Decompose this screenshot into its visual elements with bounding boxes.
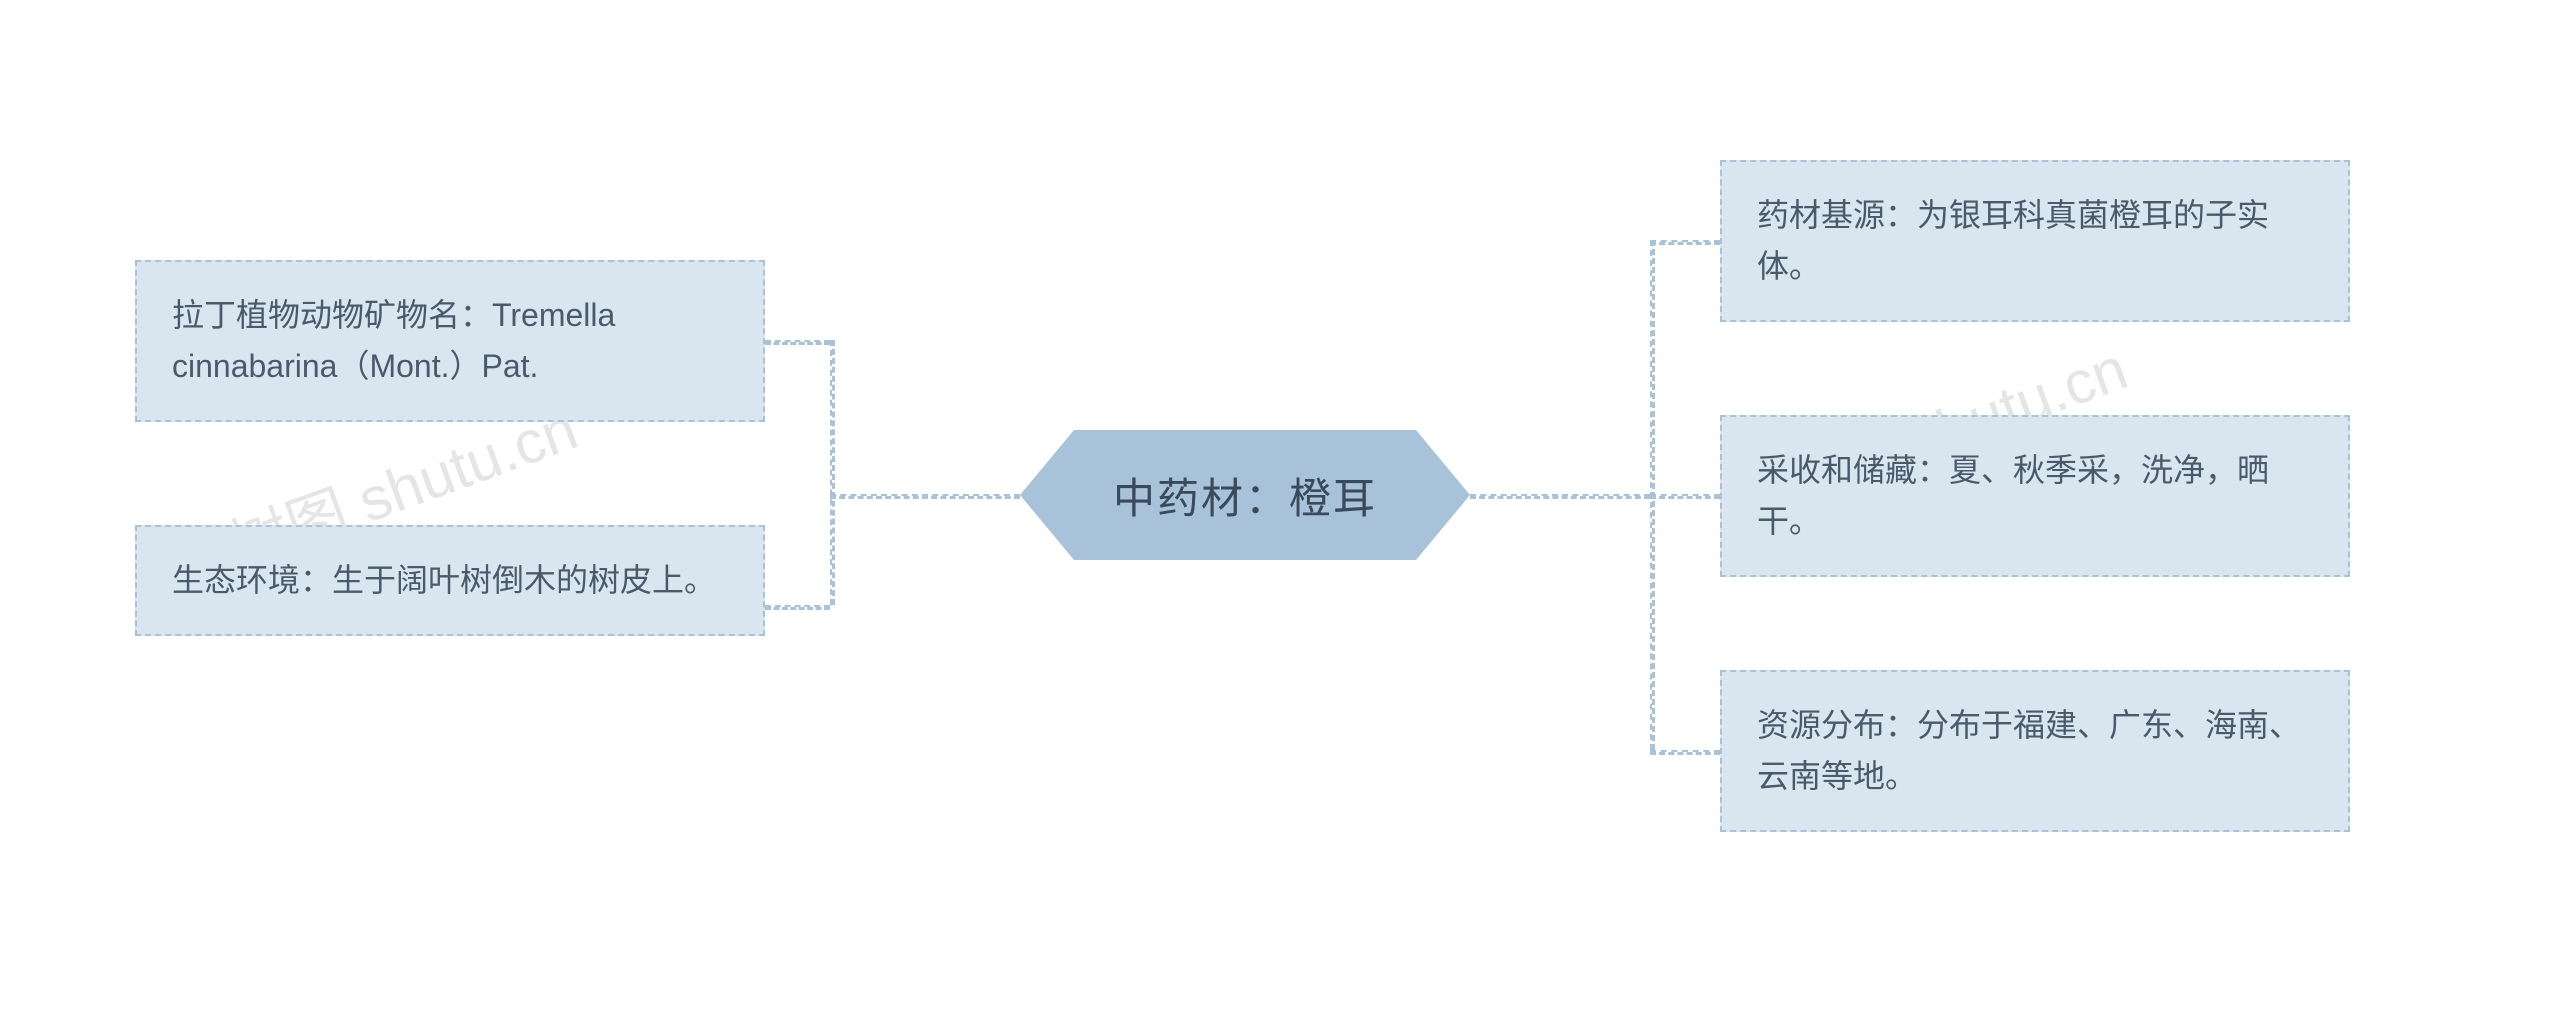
mindmap-container: 中药材：橙耳 拉丁植物动物矿物名：Tremella cinnabarina（Mo…	[0, 0, 2560, 1034]
connector-right-branch-1	[1650, 240, 1720, 245]
center-node: 中药材：橙耳	[1020, 430, 1470, 560]
connector-left-main	[830, 494, 1020, 499]
left-node-latin-name: 拉丁植物动物矿物名：Tremella cinnabarina（Mont.）Pat…	[135, 260, 765, 422]
center-label: 中药材：橙耳	[1113, 465, 1377, 526]
connector-right-branch-3	[1650, 750, 1720, 755]
connector-right-branch-2	[1650, 494, 1720, 499]
right-node-harvest: 采收和储藏：夏、秋季采，洗净，晒干。	[1720, 415, 2350, 577]
connector-right-main	[1470, 494, 1650, 499]
connector-left-branch-2	[765, 605, 830, 610]
right-node-source: 药材基源：为银耳科真菌橙耳的子实体。	[1720, 160, 2350, 322]
center-hexagon: 中药材：橙耳	[1020, 430, 1470, 560]
connector-left-branch-1	[765, 340, 830, 345]
connector-left-vertical	[830, 340, 835, 605]
left-node-habitat: 生态环境：生于阔叶树倒木的树皮上。	[135, 525, 765, 636]
right-node-distribution: 资源分布：分布于福建、广东、海南、云南等地。	[1720, 670, 2350, 832]
